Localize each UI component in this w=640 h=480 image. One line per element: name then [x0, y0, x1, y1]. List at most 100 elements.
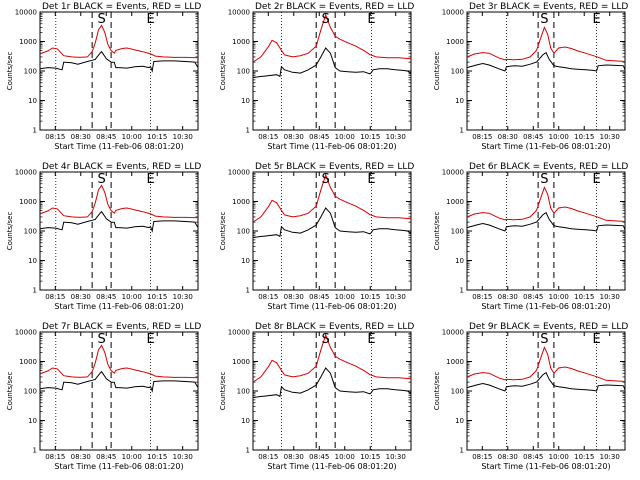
x-tick-label: 08:15: [45, 453, 65, 461]
x-tick-label: 10:00: [335, 133, 355, 141]
start-marker-label: S: [97, 172, 105, 187]
y-tick-label: 10000: [228, 169, 250, 177]
lld-series-line: [252, 13, 412, 63]
panel-title: Det 2r BLACK = Events, RED = LLD: [255, 2, 414, 12]
y-tick-label: 10: [28, 257, 37, 265]
lld-series-line: [39, 344, 199, 379]
x-axis-label: Start Time (11-Feb-06 08:01:20): [54, 142, 183, 151]
y-tick-label: 1: [460, 287, 464, 295]
end-marker-label: E: [146, 172, 154, 187]
y-tick-label: 100: [237, 388, 250, 396]
y-tick-label: 100: [24, 388, 37, 396]
panel-title: Det 8r BLACK = Events, RED = LLD: [255, 322, 414, 332]
x-tick-label: 08:45: [96, 133, 116, 141]
lld-series-line: [466, 346, 626, 382]
y-tick-label: 100: [237, 68, 250, 76]
y-tick-label: 10000: [15, 169, 37, 177]
x-tick-label: 08:15: [258, 133, 278, 141]
start-marker-label: S: [97, 332, 105, 347]
y-tick-label: 1000: [446, 38, 464, 46]
start-marker-label: S: [322, 332, 330, 347]
lld-series-line: [466, 26, 626, 62]
x-tick-label: 10:30: [173, 293, 193, 301]
lld-series-line: [252, 333, 412, 383]
y-axis-label: Counts/sec: [433, 212, 441, 251]
end-marker-label: E: [146, 332, 154, 347]
y-tick-label: 10000: [442, 169, 464, 177]
y-tick-label: 1000: [232, 38, 250, 46]
y-tick-label: 1: [246, 127, 250, 135]
y-tick-label: 10: [455, 257, 464, 265]
start-marker-label: S: [322, 172, 330, 187]
y-tick-label: 10: [455, 97, 464, 105]
y-tick-label: 10000: [442, 9, 464, 17]
end-marker-label: E: [146, 12, 154, 27]
y-axis-label: Counts/sec: [219, 372, 227, 411]
panel-title: Det 5r BLACK = Events, RED = LLD: [255, 162, 414, 172]
x-tick-label: 08:15: [472, 133, 492, 141]
end-marker-label: E: [367, 332, 375, 347]
events-series-line: [466, 211, 626, 232]
y-tick-label: 1000: [232, 358, 250, 366]
events-series-line: [252, 207, 412, 238]
x-tick-label: 10:30: [600, 453, 620, 461]
x-tick-label: 10:15: [360, 453, 380, 461]
panel-title: Det 3r BLACK = Events, RED = LLD: [469, 2, 628, 12]
y-tick-label: 10000: [442, 329, 464, 337]
x-tick-label: 10:30: [386, 293, 406, 301]
panel-title: Det 9r BLACK = Events, RED = LLD: [469, 322, 628, 332]
y-tick-label: 1: [246, 447, 250, 455]
lld-series-line: [39, 24, 199, 59]
y-axis-label: Counts/sec: [433, 52, 441, 91]
events-series-line: [39, 50, 199, 73]
x-tick-label: 10:15: [147, 293, 167, 301]
x-tick-label: 08:30: [284, 293, 304, 301]
x-axis-label: Start Time (11-Feb-06 08:01:20): [481, 142, 610, 151]
x-tick-label: 08:30: [284, 133, 304, 141]
x-tick-label: 10:30: [386, 453, 406, 461]
x-tick-label: 08:30: [284, 453, 304, 461]
start-marker-label: S: [540, 332, 548, 347]
y-tick-label: 1000: [19, 38, 37, 46]
x-tick-label: 10:30: [600, 133, 620, 141]
y-axis-label: Counts/sec: [6, 372, 14, 411]
x-tick-label: 08:15: [45, 133, 65, 141]
detector-panel-9: Det 9r BLACK = Events, RED = LLD 1 10 100 10…: [433, 322, 628, 471]
x-tick-label: 10:30: [173, 453, 193, 461]
y-tick-label: 10: [241, 97, 250, 105]
events-series-line: [466, 51, 626, 72]
x-axis-label: Start Time (11-Feb-06 08:01:20): [481, 462, 610, 471]
start-marker-label: S: [540, 172, 548, 187]
x-tick-label: 10:00: [335, 453, 355, 461]
y-tick-label: 1000: [19, 198, 37, 206]
y-axis-label: Counts/sec: [6, 212, 14, 251]
x-tick-label: 08:30: [498, 293, 518, 301]
x-axis-label: Start Time (11-Feb-06 08:01:20): [267, 302, 396, 311]
x-tick-label: 10:15: [360, 293, 380, 301]
detector-panel-1: Det 1r BLACK = Events, RED = LLD 1 10 100 10…: [6, 2, 201, 151]
start-marker-label: S: [322, 12, 330, 27]
panel-title: Det 4r BLACK = Events, RED = LLD: [42, 162, 201, 172]
x-tick-label: 08:30: [498, 453, 518, 461]
lld-series-line: [252, 173, 412, 223]
events-series-line: [39, 370, 199, 393]
x-tick-label: 10:00: [122, 133, 142, 141]
x-tick-label: 10:00: [122, 453, 142, 461]
x-tick-label: 10:15: [147, 133, 167, 141]
x-tick-label: 10:30: [386, 133, 406, 141]
lld-series-line: [39, 184, 199, 219]
y-tick-label: 10: [455, 417, 464, 425]
x-tick-label: 10:15: [574, 133, 594, 141]
y-tick-label: 10: [28, 97, 37, 105]
x-axis-label: Start Time (11-Feb-06 08:01:20): [267, 142, 396, 151]
end-marker-label: E: [592, 332, 600, 347]
y-tick-label: 1: [33, 447, 37, 455]
y-tick-label: 1: [460, 127, 464, 135]
y-tick-label: 1: [460, 447, 464, 455]
events-series-line: [466, 371, 626, 392]
x-axis-label: Start Time (11-Feb-06 08:01:20): [54, 462, 183, 471]
y-tick-label: 10: [241, 417, 250, 425]
x-tick-label: 10:30: [173, 133, 193, 141]
detector-panel-8: Det 8r BLACK = Events, RED = LLD 1 10 100 10…: [219, 322, 414, 471]
y-tick-label: 100: [237, 228, 250, 236]
